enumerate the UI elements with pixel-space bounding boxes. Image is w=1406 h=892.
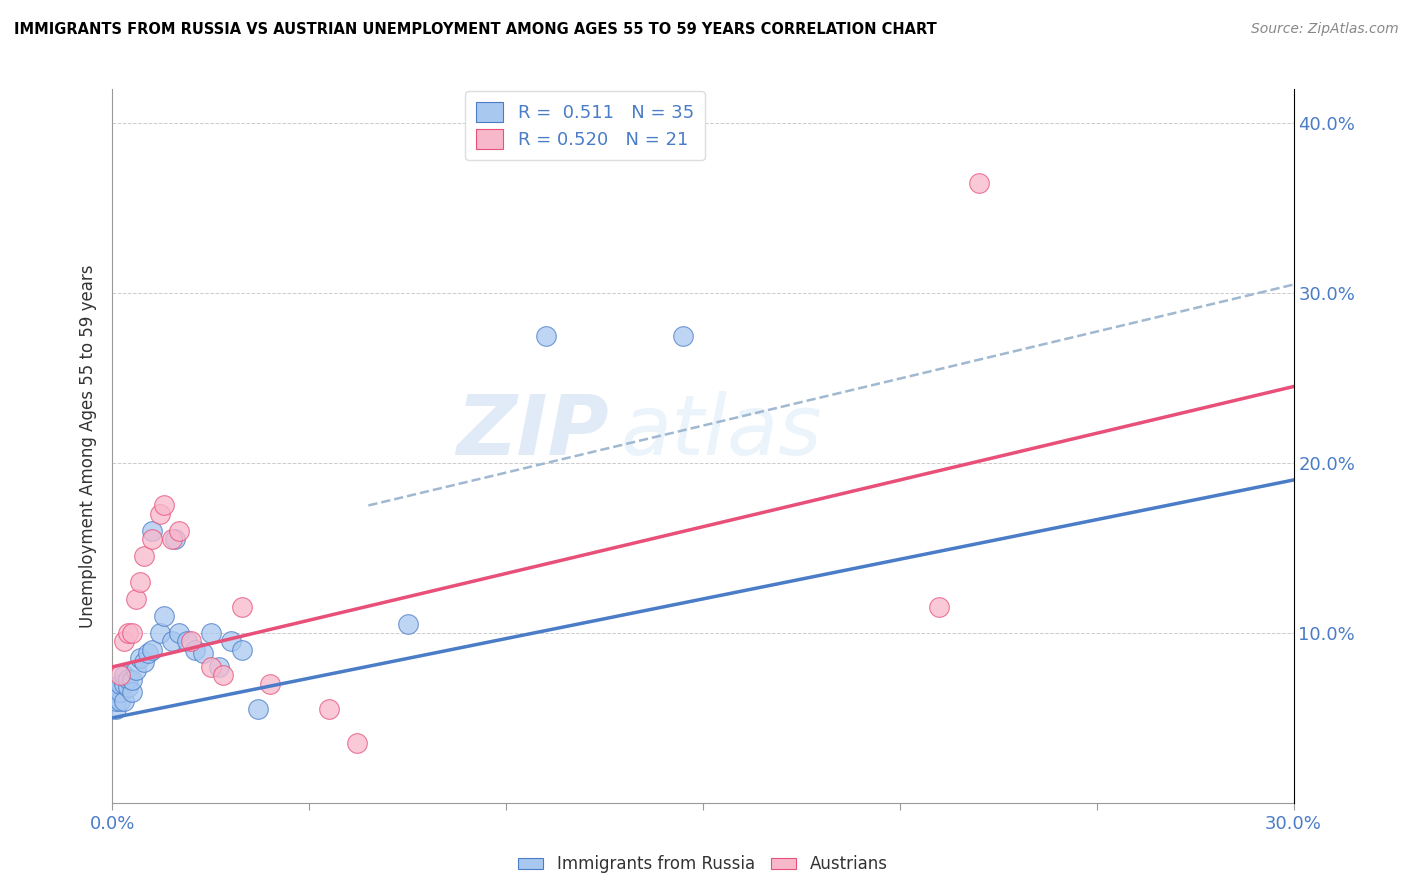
Point <box>129 574 152 589</box>
Point <box>117 680 139 694</box>
Point <box>117 626 139 640</box>
Text: IMMIGRANTS FROM RUSSIA VS AUSTRIAN UNEMPLOYMENT AMONG AGES 55 TO 59 YEARS CORREL: IMMIGRANTS FROM RUSSIA VS AUSTRIAN UNEMP… <box>14 22 936 37</box>
Point <box>672 328 695 343</box>
Point <box>967 176 990 190</box>
Point <box>105 702 128 716</box>
Point <box>112 677 135 691</box>
Point <box>191 646 214 660</box>
Point <box>396 617 419 632</box>
Point <box>112 694 135 708</box>
Legend: Immigrants from Russia, Austrians: Immigrants from Russia, Austrians <box>512 849 894 880</box>
Point <box>112 634 135 648</box>
Point <box>149 626 172 640</box>
Point <box>169 626 191 640</box>
Point <box>121 673 143 688</box>
Point <box>176 634 198 648</box>
Point <box>247 702 270 716</box>
Point <box>105 694 128 708</box>
Point <box>129 651 152 665</box>
Point <box>180 634 202 648</box>
Point <box>169 524 191 538</box>
Point <box>211 668 233 682</box>
Text: ZIP: ZIP <box>456 392 609 472</box>
Point <box>928 600 950 615</box>
Point <box>149 507 172 521</box>
Point <box>259 677 281 691</box>
Point <box>110 677 132 691</box>
Point <box>105 685 128 699</box>
Point <box>132 549 155 564</box>
Point <box>125 663 148 677</box>
Point <box>152 499 174 513</box>
Point <box>112 668 135 682</box>
Point <box>165 533 187 547</box>
Point <box>117 672 139 686</box>
Point <box>125 591 148 606</box>
Point <box>141 533 163 547</box>
Point <box>534 328 557 343</box>
Y-axis label: Unemployment Among Ages 55 to 59 years: Unemployment Among Ages 55 to 59 years <box>79 264 97 628</box>
Point <box>219 634 242 648</box>
Point <box>160 533 183 547</box>
Point <box>141 524 163 538</box>
Point <box>132 655 155 669</box>
Point <box>110 694 132 708</box>
Point <box>200 660 222 674</box>
Point <box>346 736 368 750</box>
Point <box>121 626 143 640</box>
Point <box>141 643 163 657</box>
Point <box>200 626 222 640</box>
Point <box>136 646 159 660</box>
Point <box>318 702 340 716</box>
Point <box>231 643 253 657</box>
Point <box>231 600 253 615</box>
Point <box>121 685 143 699</box>
Point <box>208 660 231 674</box>
Point <box>184 643 207 657</box>
Point <box>110 685 132 699</box>
Point <box>110 668 132 682</box>
Point <box>160 634 183 648</box>
Point <box>152 608 174 623</box>
Text: Source: ZipAtlas.com: Source: ZipAtlas.com <box>1251 22 1399 37</box>
Text: atlas: atlas <box>620 392 823 472</box>
